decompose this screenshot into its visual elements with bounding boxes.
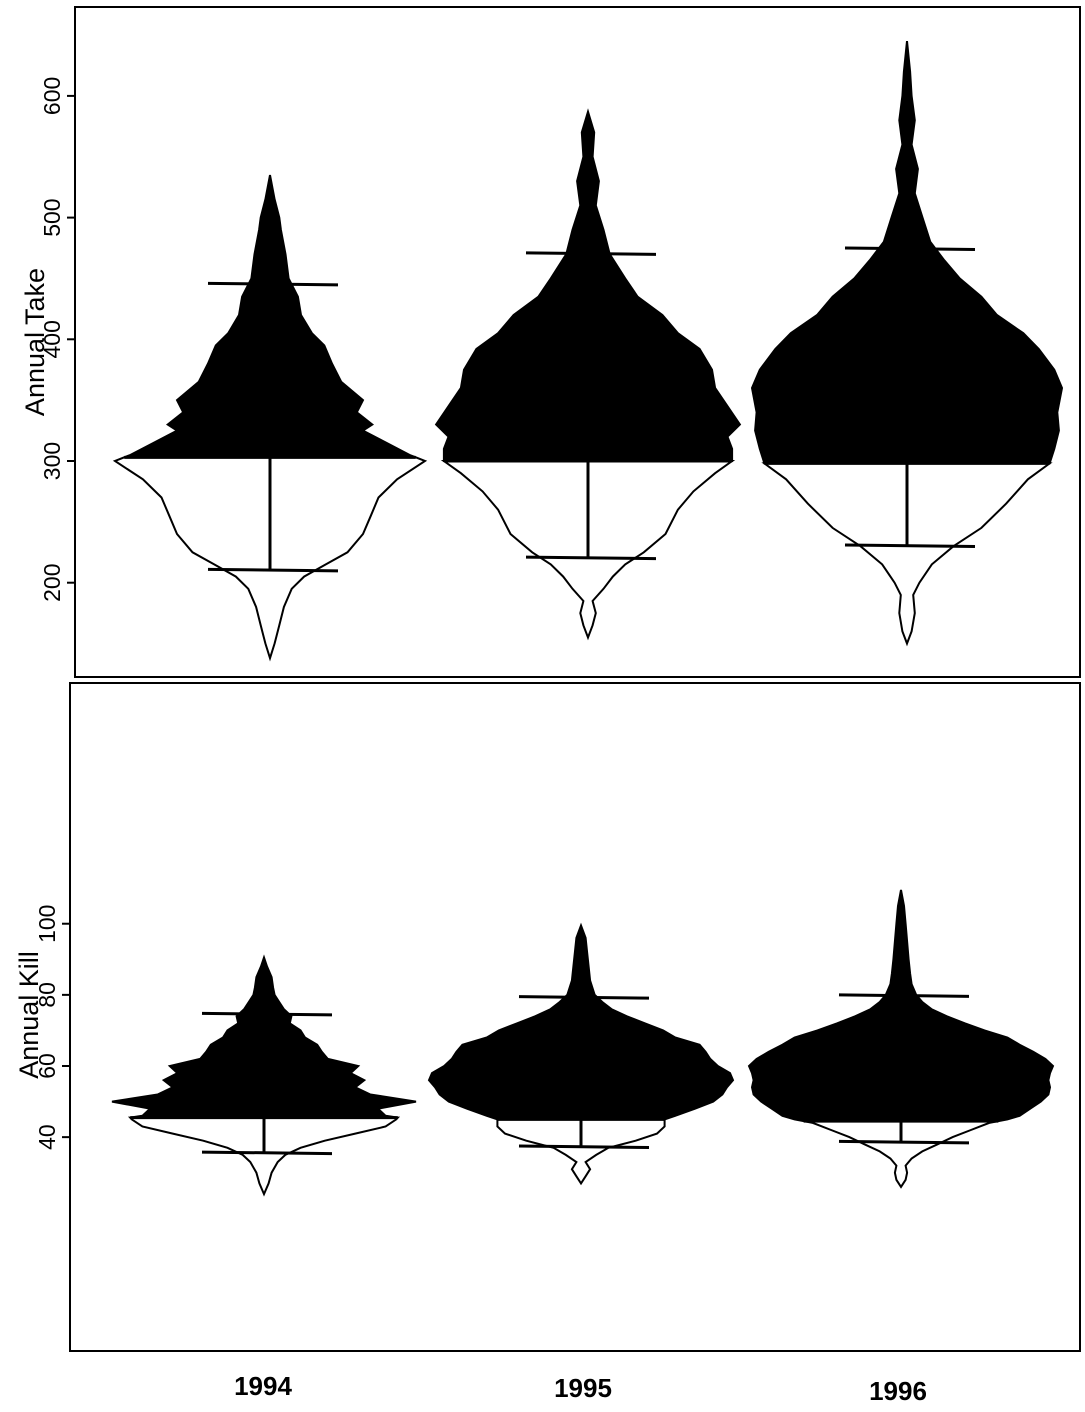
violin-upper-1994 [123, 174, 417, 459]
violin-upper-1996 [750, 40, 1064, 465]
upper-quantile-bar-1996 [838, 993, 970, 998]
violin-1995 [434, 108, 742, 641]
upper-quantile-bar-1994 [207, 281, 339, 287]
panel-frame-top [74, 6, 1081, 678]
violin-upper-1995 [427, 922, 735, 1121]
y-tick-label: 40 [34, 1124, 60, 1150]
y-tick-label: 600 [39, 77, 65, 115]
upper-quantile-bar-1995 [518, 995, 650, 1000]
x-axis-labels: 1994 1995 1996 [234, 1371, 927, 1406]
upper-quantile-bar-1995 [525, 251, 657, 256]
x-label-1995: 1995 [554, 1373, 612, 1403]
panel-annual-take: 200 300 400 500 600 Annual Take [20, 6, 1081, 678]
violin-1994 [112, 174, 428, 662]
violin-1995 [427, 922, 735, 1186]
x-label-1996: 1996 [869, 1376, 927, 1406]
violins-top [112, 40, 1064, 662]
y-tick-label: 500 [39, 198, 65, 236]
lower-quantile-bar-1995 [525, 555, 657, 561]
violin-upper-1994 [111, 954, 417, 1119]
y-axis-title-bottom: Annual Kill [14, 951, 44, 1079]
y-axis-title-top: Annual Take [20, 268, 50, 416]
y-tick-label: 60 [34, 1053, 60, 1079]
violin-1994 [111, 954, 417, 1197]
y-tick-label: 300 [39, 442, 65, 480]
y-tick-label: 400 [39, 320, 65, 358]
y-tick-label: 100 [34, 905, 60, 943]
lower-quantile-bar-1995 [518, 1144, 650, 1150]
x-label-1994: 1994 [234, 1371, 292, 1401]
panel-annual-kill: 40 60 80 100 Annual Kill [14, 682, 1081, 1352]
lower-quantile-bar-1994 [201, 1150, 333, 1156]
lower-quantile-bar-1996 [844, 543, 976, 548]
violin-1996 [747, 889, 1055, 1189]
lower-quantile-bar-1996 [838, 1139, 970, 1145]
violins-bottom [111, 889, 1055, 1197]
y-tick-label: 200 [39, 564, 65, 602]
lower-quantile-bar-1994 [207, 567, 339, 573]
y-axis-bottom: 40 60 80 100 [34, 905, 70, 1150]
y-axis-top: 200 300 400 500 600 [39, 77, 75, 602]
violin-upper-1996 [747, 889, 1055, 1123]
violin-1996 [750, 40, 1064, 647]
violin-upper-1995 [434, 108, 742, 462]
upper-quantile-bar-1996 [844, 246, 976, 252]
y-tick-label: 80 [34, 982, 60, 1008]
panel-frame-bottom [69, 682, 1081, 1352]
upper-quantile-bar-1994 [201, 1011, 333, 1017]
